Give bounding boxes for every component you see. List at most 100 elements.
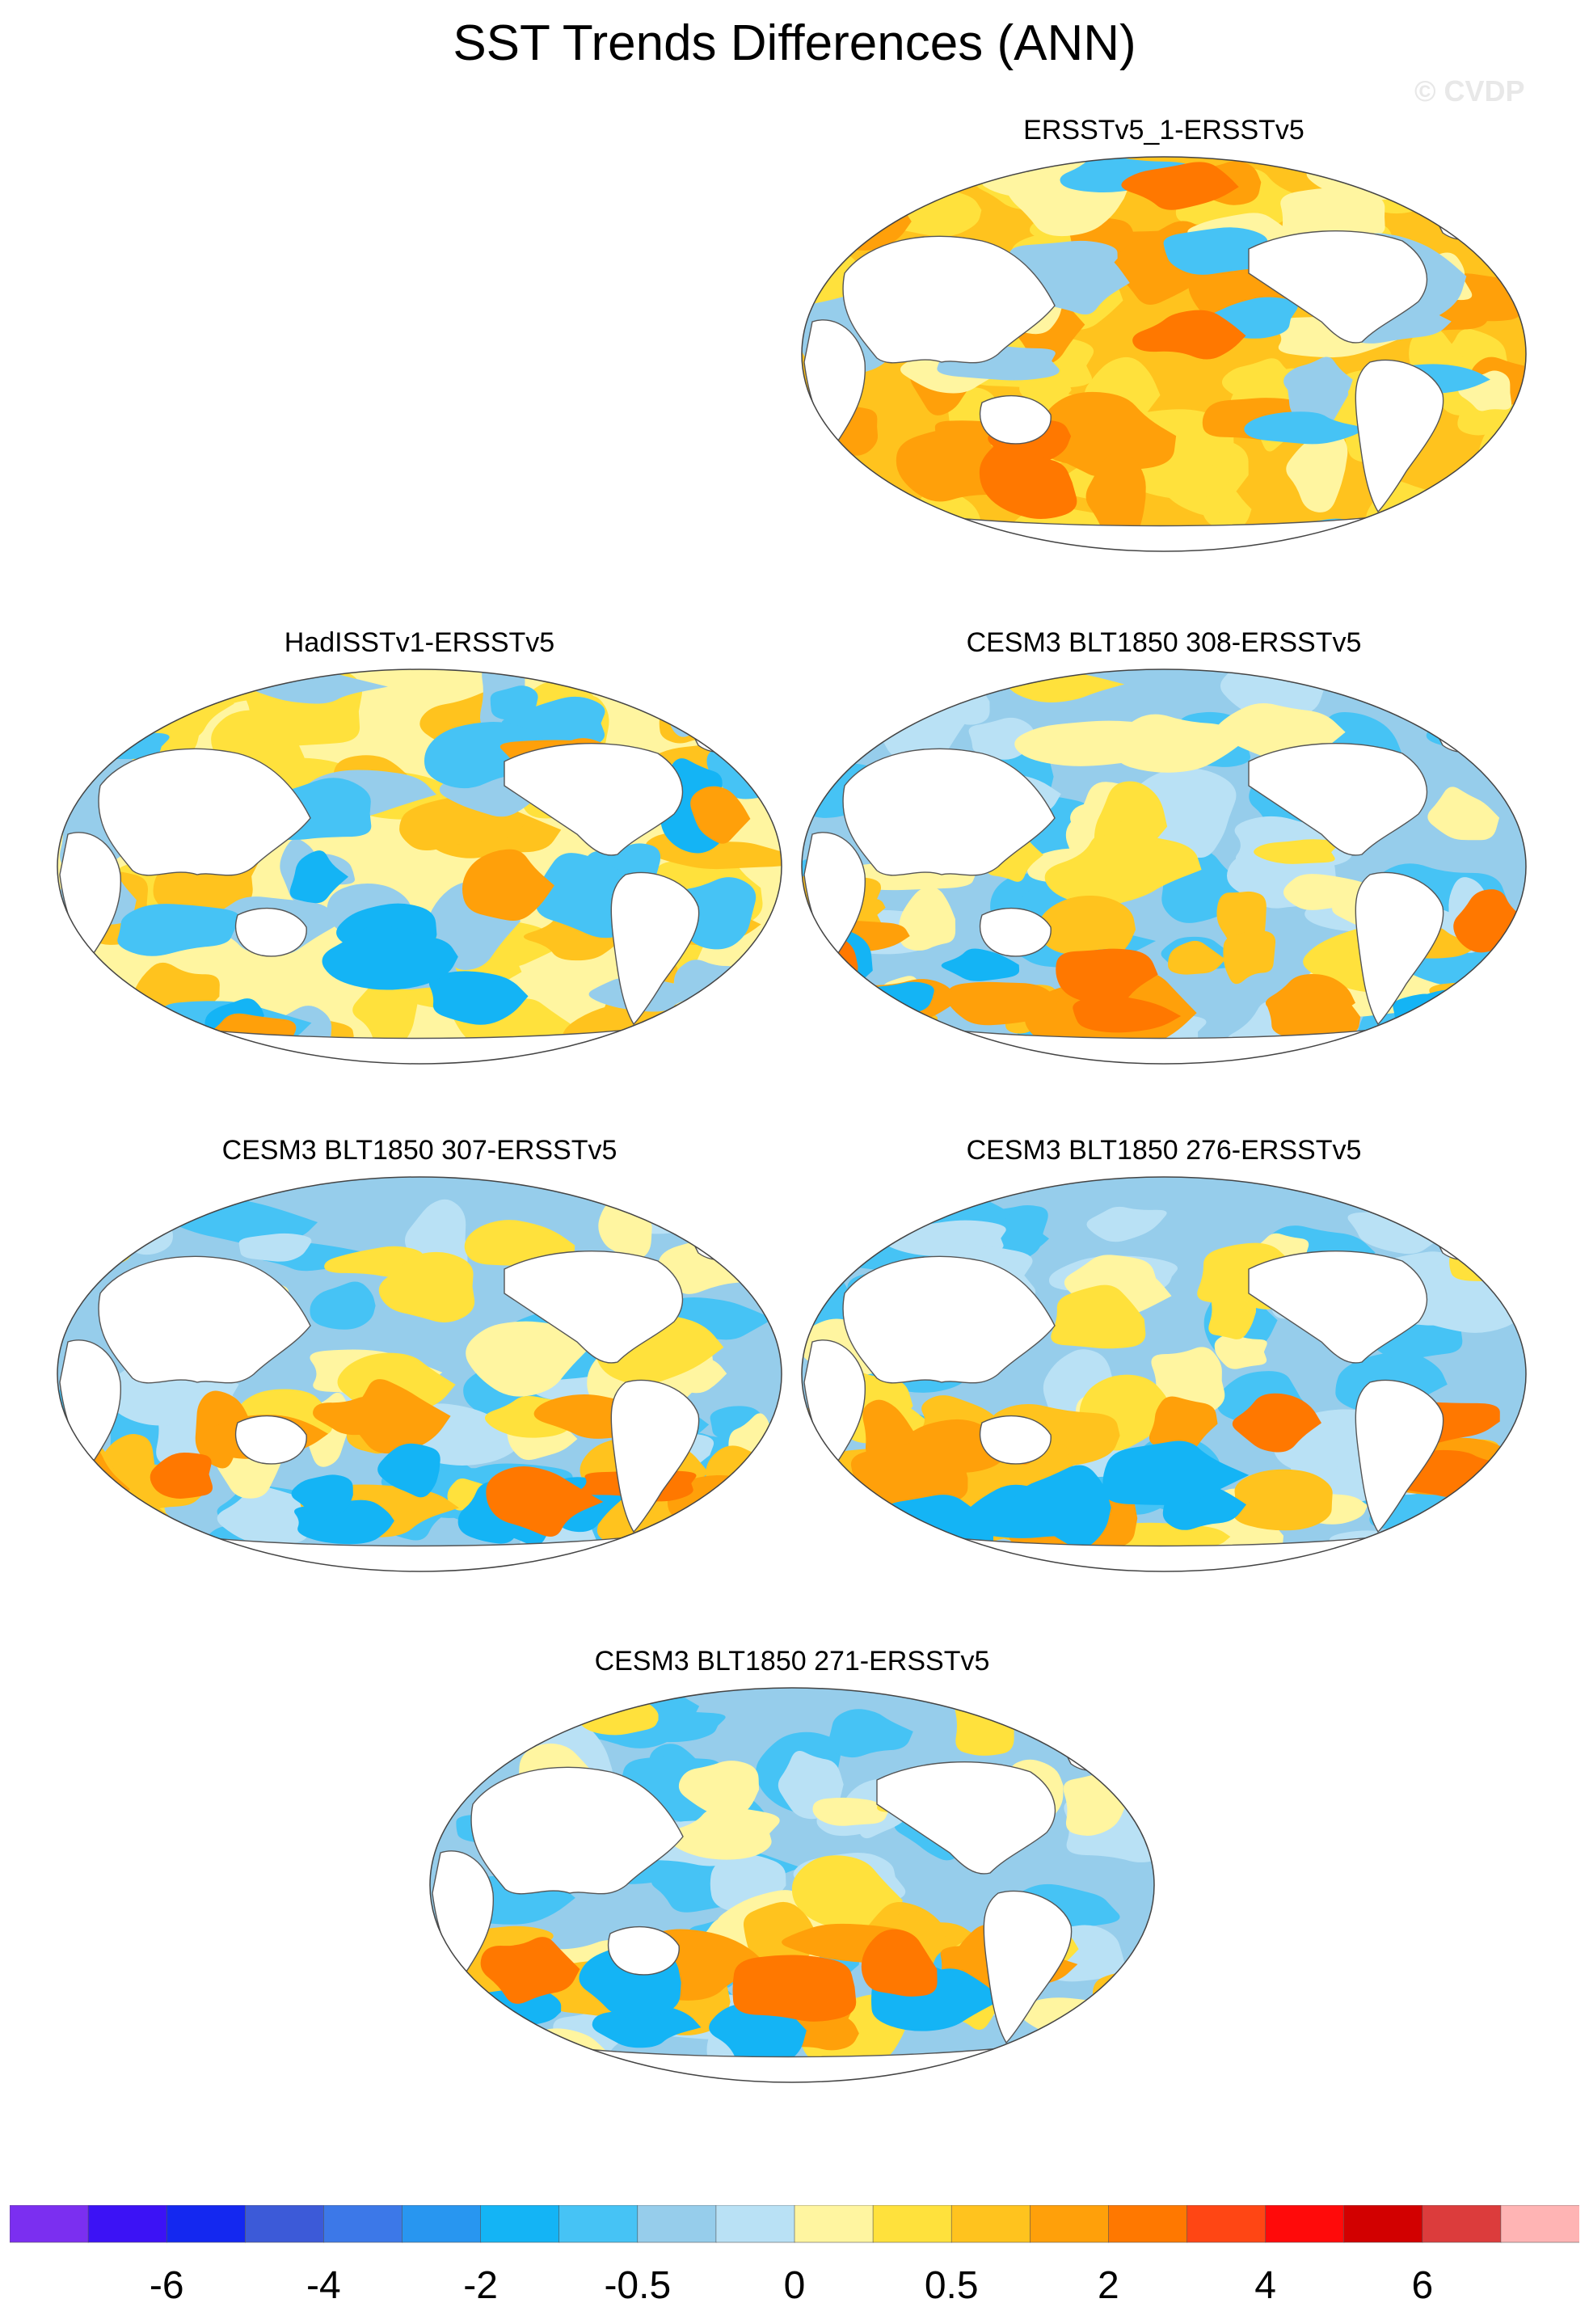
sst-anomaly-region xyxy=(1254,839,1338,864)
sst-anomaly-region xyxy=(1393,993,1457,1029)
sst-anomaly-region xyxy=(659,710,721,744)
land-mask xyxy=(610,1379,700,1533)
sst-anomaly-region xyxy=(1044,1696,1154,1747)
sst-anomaly-region xyxy=(1408,1004,1515,1052)
sst-anomaly-region xyxy=(486,1466,604,1537)
sst-anomaly-region xyxy=(690,786,751,844)
sst-anomaly-region xyxy=(313,1396,392,1436)
colorbar-tick-label: 0.5 xyxy=(924,2264,979,2307)
sst-anomaly-region xyxy=(1220,669,1326,716)
sst-anomaly-region xyxy=(802,1480,837,1530)
sst-anomaly-region xyxy=(668,1520,735,1571)
land-mask xyxy=(842,1255,1056,1384)
sst-anomaly-region xyxy=(715,1525,782,1556)
sst-anomaly-region xyxy=(57,1025,176,1064)
map-panel-ersstv5-1: ERSSTv5_1-ERSSTv5 xyxy=(796,115,1532,567)
sst-anomaly-region xyxy=(699,1487,782,1524)
land-mask xyxy=(1248,742,1427,856)
sst-anomaly-region xyxy=(1208,1284,1257,1339)
map-outline xyxy=(801,669,1527,1065)
watermark: © CVDP xyxy=(1414,74,1525,108)
world-map xyxy=(429,1687,1155,2083)
sst-anomaly-region xyxy=(684,1495,782,1550)
colorbar-swatch xyxy=(1108,2205,1188,2243)
sst-anomaly-region xyxy=(1068,1999,1154,2060)
sst-anomaly-region xyxy=(501,696,605,749)
figure-title: SST Trends Differences (ANN) xyxy=(453,15,1136,71)
sst-anomaly-region xyxy=(1434,1016,1504,1064)
panel-title: ERSSTv5_1-ERSSTv5 xyxy=(1023,115,1304,146)
colorbar-swatch xyxy=(166,2205,247,2243)
sst-anomaly-region xyxy=(955,1688,1014,1756)
colorbar-swatch xyxy=(1500,2205,1579,2243)
sst-anomaly-region xyxy=(84,1022,148,1057)
sst-anomaly-region xyxy=(1422,1011,1526,1043)
map-panel-cesm3-271: CESM3 BLT1850 271-ERSSTv5 xyxy=(424,1646,1160,2098)
colorbar-swatch xyxy=(715,2205,795,2243)
sst-anomaly-region xyxy=(1244,411,1369,445)
map-panel-cesm3-308: CESM3 BLT1850 308-ERSSTv5 xyxy=(796,627,1532,1080)
colorbar-tick-label: 4 xyxy=(1254,2264,1276,2307)
land-mask xyxy=(470,1766,684,1895)
colorbar-swatch xyxy=(950,2205,1031,2243)
colorbar-tick-label: -6 xyxy=(149,2264,184,2307)
sst-anomaly-region xyxy=(349,1379,451,1454)
map-outline xyxy=(801,156,1527,552)
world-map xyxy=(801,669,1527,1065)
land-mask xyxy=(234,1415,307,1465)
sst-anomaly-region xyxy=(812,1797,889,1826)
sst-anomaly-region xyxy=(139,673,216,714)
sst-anomaly-region xyxy=(117,904,240,956)
sst-anomaly-region xyxy=(57,669,105,723)
sst-anomaly-region xyxy=(898,887,956,951)
land-mask xyxy=(98,748,311,876)
sst-anomaly-region xyxy=(322,925,458,990)
colorbar-tick-label: -0.5 xyxy=(604,2264,672,2307)
sst-anomaly-region xyxy=(861,1929,938,1997)
land-mask xyxy=(1248,1250,1427,1364)
land-mask xyxy=(1248,230,1427,344)
sst-anomaly-region xyxy=(802,1181,862,1214)
sst-anomaly-region xyxy=(821,1538,911,1571)
map-panel-cesm3-307: CESM3 BLT1850 307-ERSSTv5 xyxy=(52,1135,787,1588)
world-map xyxy=(801,156,1527,552)
land-mask xyxy=(876,1761,1056,1875)
land-mask xyxy=(1355,359,1444,513)
sst-anomaly-region xyxy=(1283,356,1353,399)
sst-anomaly-region xyxy=(1223,930,1276,985)
panel-title: CESM3 BLT1850 271-ERSSTv5 xyxy=(594,1646,990,1677)
sst-anomaly-region xyxy=(430,2032,516,2082)
sst-anomaly-region xyxy=(1037,896,1136,963)
sst-anomaly-region xyxy=(291,1474,353,1521)
sst-anomaly-region xyxy=(667,1807,780,1860)
sst-anomaly-region xyxy=(850,1440,968,1509)
land-mask xyxy=(1355,871,1444,1026)
panel-title: CESM3 BLT1850 307-ERSSTv5 xyxy=(221,1135,617,1166)
colorbar-swatch xyxy=(1030,2205,1110,2243)
sst-anomaly-region xyxy=(1475,428,1526,499)
sst-anomaly-region xyxy=(57,1209,104,1281)
sst-anomaly-region xyxy=(1092,1972,1151,2056)
land-mask xyxy=(1355,1379,1444,1533)
land-mask xyxy=(607,1925,680,1976)
colorbar-swatch xyxy=(1343,2205,1423,2243)
sst-anomaly-region xyxy=(428,971,529,1025)
map-panel-cesm3-276: CESM3 BLT1850 276-ERSSTv5 xyxy=(796,1135,1532,1588)
sst-anomaly-region xyxy=(592,2006,702,2048)
colorbar-tick-label: 6 xyxy=(1411,2264,1434,2307)
sst-anomaly-region xyxy=(653,1030,782,1064)
sst-anomaly-region xyxy=(466,1321,588,1397)
sst-anomaly-region xyxy=(289,850,349,904)
sst-anomaly-region xyxy=(580,1700,659,1736)
colorbar-swatch xyxy=(323,2205,403,2243)
colorbar-tick-label: 0 xyxy=(783,2264,806,2307)
map-outline xyxy=(57,1176,782,1572)
colorbar-swatch xyxy=(872,2205,952,2243)
sst-anomaly-region xyxy=(238,1233,312,1262)
sst-anomaly-region xyxy=(791,1855,903,1931)
sst-anomaly-region xyxy=(1132,310,1246,360)
land-mask xyxy=(504,742,683,856)
sst-anomaly-region xyxy=(1214,1334,1267,1369)
sst-anomaly-region xyxy=(1427,787,1500,841)
colorbar-swatch xyxy=(637,2205,717,2243)
